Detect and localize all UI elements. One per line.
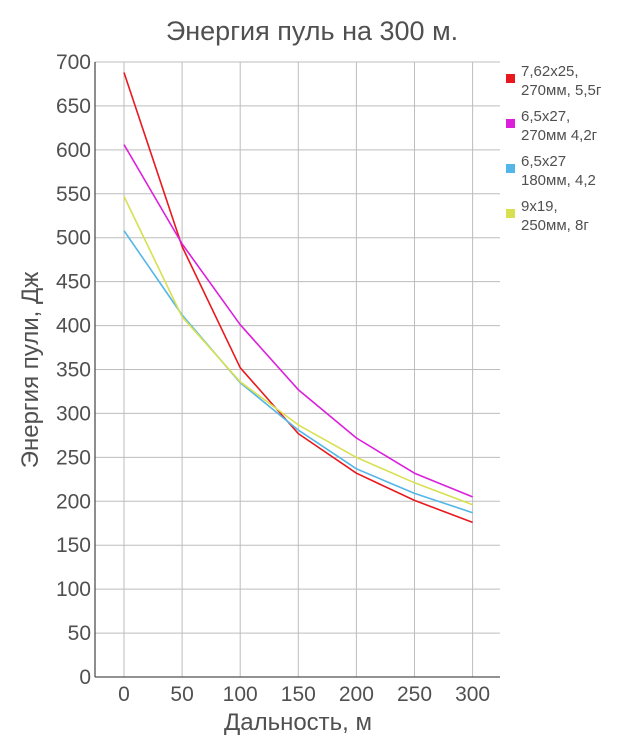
- x-tick-label: 250: [397, 683, 432, 706]
- y-tick-label: 300: [56, 402, 91, 425]
- y-tick-label: 650: [56, 95, 91, 118]
- axes: [94, 62, 500, 678]
- y-tick-label: 100: [56, 578, 91, 601]
- chart-title: Энергия пуль на 300 м.: [166, 16, 458, 46]
- x-tick-label: 50: [170, 683, 193, 706]
- x-tick-label: 0: [118, 683, 130, 706]
- series-line-4: [123, 196, 473, 506]
- y-tick-label: 500: [56, 227, 91, 250]
- x-tick-label: 300: [455, 683, 490, 706]
- y-tick-label: 700: [56, 51, 91, 74]
- legend-marker-2: [506, 119, 515, 128]
- legend: 7,62х25, 270мм, 5,5г 6,5х27, 270мм 4,2г 6,5х…: [506, 63, 602, 234]
- legend-marker-1: [506, 74, 515, 83]
- legend-label-3: 6,5х27: [521, 153, 566, 170]
- x-tick-label: 200: [339, 683, 374, 706]
- y-tick-label: 250: [56, 446, 91, 469]
- legend-label-1: 270мм, 5,5г: [521, 82, 602, 99]
- y-axis-label: Энергия пули, Дж: [17, 272, 44, 469]
- series-lines: [123, 72, 473, 524]
- y-tick-label: 50: [68, 622, 91, 645]
- y-tick-label: 200: [56, 490, 91, 513]
- y-tick-label: 450: [56, 271, 91, 294]
- y-tick-label: 150: [56, 534, 91, 557]
- grid: [95, 61, 500, 677]
- x-tick-label: 150: [281, 683, 316, 706]
- legend-label-4: 250мм, 8г: [521, 217, 589, 234]
- legend-label-3: 180мм, 4,2: [521, 172, 596, 189]
- series-line-2: [123, 144, 473, 498]
- legend-marker-3: [506, 164, 515, 173]
- y-tick-label: 350: [56, 359, 91, 382]
- x-axis-label: Дальность, м: [224, 709, 372, 736]
- legend-label-2: 270мм 4,2г: [521, 127, 598, 144]
- legend-label-2: 6,5х27,: [521, 108, 570, 125]
- y-tick-label: 550: [56, 183, 91, 206]
- legend-label-1: 7,62х25,: [521, 63, 579, 80]
- y-tick-label: 0: [79, 666, 91, 689]
- y-tick-label: 400: [56, 315, 91, 338]
- tick-labels: 0501001502002503003504004505005506006507…: [56, 51, 490, 706]
- series-line-1: [123, 72, 473, 524]
- legend-marker-4: [506, 209, 515, 218]
- x-tick-label: 100: [223, 683, 258, 706]
- y-tick-label: 600: [56, 139, 91, 162]
- legend-label-4: 9х19,: [521, 198, 558, 215]
